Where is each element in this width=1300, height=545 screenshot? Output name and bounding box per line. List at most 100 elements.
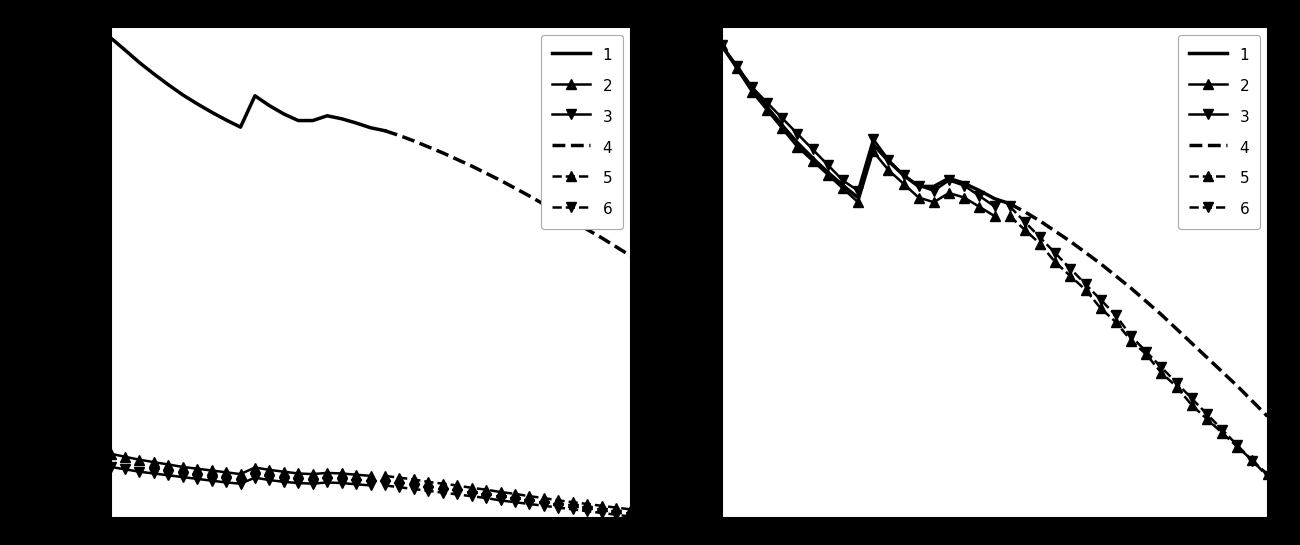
4 [1153, 311, 1169, 318]
3 [941, 177, 957, 184]
5 [1002, 213, 1018, 219]
4 [1244, 398, 1260, 404]
1 [190, 100, 205, 107]
1 [233, 124, 248, 130]
6 [521, 501, 537, 507]
1 [146, 71, 161, 77]
5 [1184, 402, 1200, 408]
4 [1032, 218, 1048, 225]
1 [805, 155, 820, 161]
5 [1214, 429, 1230, 436]
5 [1169, 383, 1184, 390]
6 [406, 486, 421, 492]
3 [190, 476, 205, 482]
2 [775, 125, 790, 132]
2 [880, 167, 896, 173]
6 [450, 491, 465, 498]
5 [1062, 272, 1078, 279]
Line: 5: 5 [380, 471, 636, 514]
3 [714, 42, 729, 49]
Legend: 1, 2, 3, 4, 5, 6: 1, 2, 3, 4, 5, 6 [541, 35, 623, 229]
6 [594, 510, 610, 516]
Line: 1: 1 [722, 45, 1010, 204]
3 [789, 130, 805, 137]
2 [320, 470, 335, 476]
3 [306, 480, 321, 487]
2 [729, 65, 745, 72]
6 [1260, 473, 1275, 480]
5 [536, 495, 551, 501]
4 [536, 201, 551, 208]
6 [623, 513, 638, 520]
1 [363, 124, 378, 131]
5 [1244, 457, 1260, 464]
2 [276, 468, 291, 475]
4 [450, 156, 465, 163]
Line: 5: 5 [1005, 211, 1273, 479]
2 [850, 199, 866, 205]
2 [971, 203, 987, 210]
5 [594, 502, 610, 509]
4 [464, 163, 480, 169]
6 [420, 488, 436, 494]
6 [1048, 250, 1063, 256]
5 [580, 501, 595, 507]
3 [261, 477, 277, 483]
4 [1169, 325, 1184, 332]
5 [1078, 287, 1093, 293]
4 [1230, 383, 1245, 389]
1 [729, 63, 745, 70]
5 [391, 474, 407, 481]
4 [507, 185, 523, 191]
3 [146, 470, 161, 477]
2 [759, 107, 775, 113]
2 [911, 195, 927, 201]
4 [1002, 201, 1018, 207]
4 [623, 252, 638, 259]
3 [363, 482, 378, 489]
3 [759, 99, 775, 106]
1 [320, 112, 335, 119]
5 [608, 504, 624, 511]
1 [306, 117, 321, 124]
1 [1002, 201, 1018, 207]
6 [1184, 395, 1200, 402]
1 [176, 92, 191, 98]
3 [835, 177, 850, 184]
1 [348, 120, 364, 126]
2 [218, 469, 234, 476]
Line: 6: 6 [380, 481, 636, 522]
4 [1260, 413, 1275, 420]
2 [306, 471, 321, 477]
2 [334, 470, 350, 477]
4 [377, 128, 393, 134]
1 [218, 117, 234, 123]
4 [550, 209, 566, 216]
5 [406, 476, 421, 483]
5 [420, 479, 436, 485]
3 [896, 172, 911, 178]
2 [233, 471, 248, 477]
1 [131, 59, 147, 66]
4 [1062, 238, 1078, 245]
5 [478, 486, 494, 493]
5 [493, 489, 508, 495]
3 [160, 472, 176, 479]
6 [1093, 296, 1109, 303]
1 [160, 81, 176, 88]
3 [805, 146, 820, 153]
6 [377, 482, 393, 489]
4 [1199, 354, 1214, 361]
2 [714, 42, 729, 49]
5 [1017, 227, 1032, 233]
3 [729, 63, 745, 69]
1 [957, 180, 972, 186]
Line: 2: 2 [716, 40, 1000, 221]
4 [580, 226, 595, 233]
1 [789, 140, 805, 146]
1 [987, 195, 1002, 202]
4 [594, 234, 610, 241]
2 [805, 158, 820, 164]
5 [1108, 319, 1123, 325]
5 [1123, 337, 1139, 344]
